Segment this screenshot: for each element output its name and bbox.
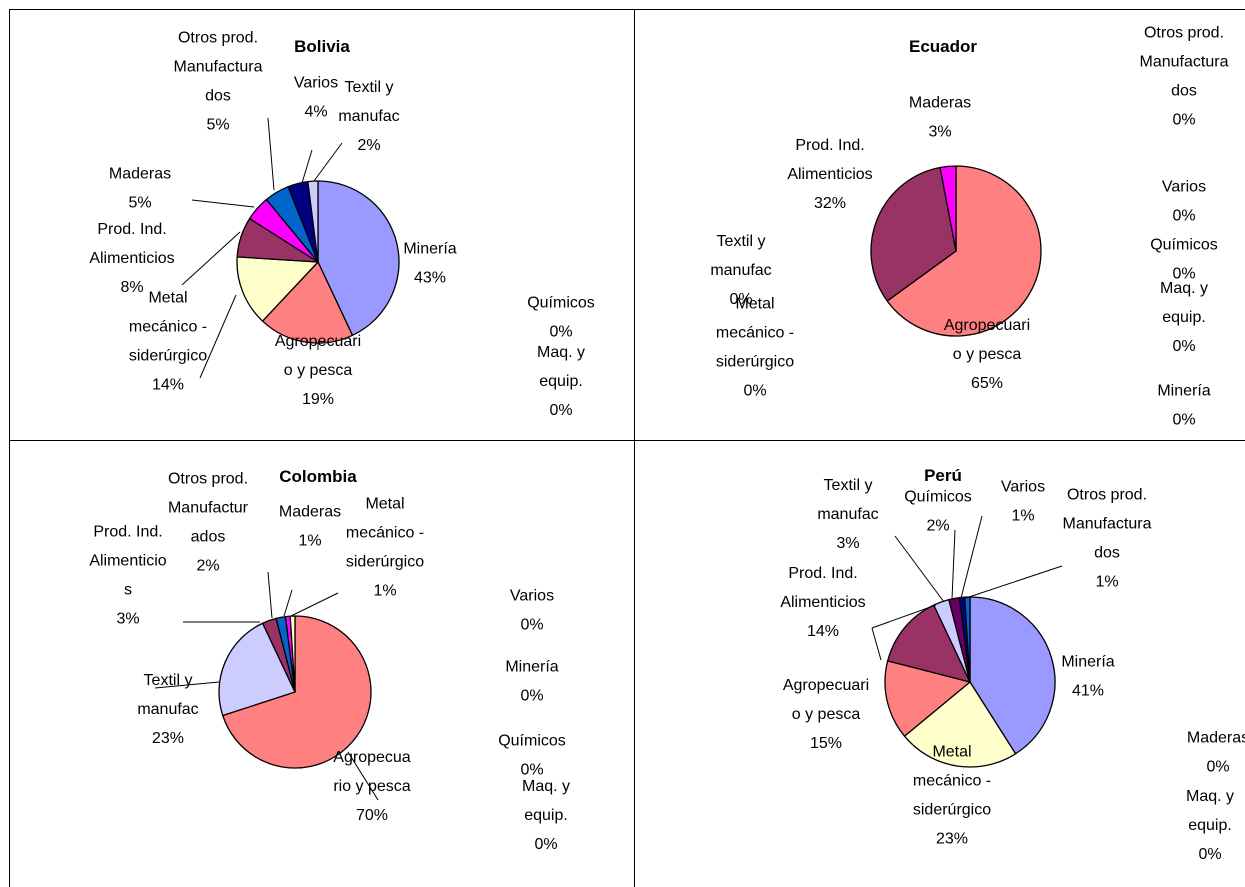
slice-label-maq-y-equip: Maq. y equip. 0% — [537, 344, 585, 419]
slice-label-varios: Varios 1% — [1001, 479, 1045, 525]
slice-label-mineria: Minería 0% — [505, 659, 558, 705]
chart-title: Colombia — [279, 467, 357, 486]
slice-label-quimicos: Químicos 0% — [1150, 237, 1218, 283]
pie-slices — [218, 615, 372, 769]
pie-slice-maderas — [939, 165, 957, 252]
leader-line-prod-ind-alimenticios — [181, 231, 241, 286]
slice-label-quimicos: Químicos 0% — [527, 295, 595, 341]
pie-slices — [884, 596, 1056, 768]
pie-slice-metal-mecanico-siderurgico — [903, 681, 1017, 768]
pie-slices — [236, 180, 400, 344]
pie-chart-bolivia: Bolivia Minería 43% Agropecuari o y pesca 19%… — [89, 30, 594, 420]
chart-title: Bolivia — [294, 37, 350, 56]
slice-label-metal-mecanico-siderurgico: Metal mecánico -siderúrgico 1% — [346, 496, 424, 600]
slice-label-agropecuario-y-pesca: Agropecua rio y pesca 70% — [333, 749, 410, 824]
slice-label-prod-ind-alimenticios: Prod. Ind. Alimenticios 14% — [780, 565, 865, 640]
slice-label-otros-prod-manufacturados: Otros prod. Manufactura dos 0% — [1140, 25, 1229, 129]
slice-label-textil-y-manufac: Textil y manufac 23% — [137, 672, 198, 747]
slice-label-quimicos: Químicos 0% — [498, 733, 566, 779]
leader-line-otros-prod-manufacturados — [965, 565, 1063, 599]
pie-slice-agropecuario-y-pesca — [222, 615, 372, 769]
slice-label-varios: Varios 0% — [510, 588, 554, 634]
slice-label-quimicos: Químicos 2% — [904, 489, 972, 535]
pie-chart-peru: Perú Minería 41% Metal mecánico -siderúrgico… — [780, 466, 1245, 863]
slice-label-maq-y-equip: Maq. y equip. 0% — [522, 778, 570, 853]
pie-slice-metal-mecanico-siderurgico — [289, 615, 296, 693]
chart-title: Perú — [924, 466, 962, 485]
leader-line-textil-y-manufac — [894, 535, 945, 603]
slice-label-prod-ind-alimenticios: Prod. Ind. Alimenticios 8% — [89, 221, 174, 296]
pie-slice-agropecuario-y-pesca — [261, 261, 354, 344]
slice-label-maderas: Maderas 1% — [279, 504, 341, 550]
leader-line-agropecuario-y-pesca — [871, 627, 882, 661]
pie-slice-agropecuario-y-pesca — [886, 165, 1042, 337]
slice-label-agropecuario-y-pesca: Agropecuari o y pesca 15% — [783, 677, 869, 752]
slice-label-prod-ind-alimenticios: Prod. Ind. Alimenticios 32% — [787, 137, 872, 212]
pie-chart-ecuador: Ecuador Agropecuari o y pesca 65% Prod. Ind.… — [710, 25, 1228, 429]
slice-label-metal-mecanico-siderurgico: Metal mecánico -siderúrgico 23% — [913, 744, 991, 848]
slice-label-maq-y-equip: Maq. y equip. 0% — [1186, 788, 1234, 863]
slice-label-prod-ind-alimenticios: Prod. Ind. Alimenticio s 3% — [89, 524, 166, 628]
slice-label-maq-y-equip: Maq. y equip. 0% — [1160, 280, 1208, 355]
pie-slice-metal-mecanico-siderurgico — [236, 256, 319, 322]
slice-label-mineria: Minería 41% — [1061, 654, 1114, 700]
slice-label-otros-prod-manufacturados: Otros prod. Manufactura dos 5% — [174, 30, 263, 134]
slice-label-maderas: Maderas 5% — [109, 166, 171, 212]
leader-line-otros-prod-manufacturados — [267, 117, 275, 191]
leader-line-quimicos — [951, 529, 956, 600]
slice-label-varios: Varios 4% — [294, 75, 338, 121]
slice-label-maderas: Maderas 3% — [909, 95, 971, 141]
leader-line-metal-mecanico-siderurgico — [290, 592, 339, 617]
slice-label-mineria: Minería 0% — [1157, 383, 1210, 429]
slice-label-varios: Varios 0% — [1162, 179, 1206, 225]
leader-line-varios — [301, 149, 313, 184]
leader-line-maderas — [191, 199, 255, 208]
pie-slice-mineria — [317, 180, 400, 336]
pie-slice-textil-y-manufac — [218, 622, 296, 717]
slice-label-mineria: Minería 43% — [403, 241, 456, 287]
slice-label-metal-mecanico-siderurgico: Metal mecánico -siderúrgico 0% — [716, 296, 794, 400]
slice-label-otros-prod-manufacturados: Otros prod. Manufactura dos 1% — [1063, 487, 1152, 591]
slice-label-otros-prod-manufacturados: Otros prod. Manufactur ados 2% — [168, 471, 249, 575]
leader-line-textil-y-manufac — [313, 142, 343, 182]
slice-label-textil-y-manufac: Textil y manufac 2% — [338, 79, 399, 154]
leader-line-varios — [960, 515, 983, 599]
pie-slice-agropecuario-y-pesca — [884, 660, 971, 737]
leader-line-metal-mecanico-siderurgico — [199, 294, 237, 379]
pie-slices — [870, 165, 1042, 337]
pie-slice-textil-y-manufac — [307, 180, 319, 263]
slice-label-textil-y-manufac: Textil y manufac 0% — [710, 233, 771, 308]
pie-slice-prod-ind-alimenticios — [870, 166, 957, 302]
leader-line-textil-y-manufac — [154, 681, 220, 689]
leader-line-maderas — [283, 589, 293, 617]
leader-line-otros-prod-manufacturados — [267, 571, 273, 619]
chart-title: Ecuador — [909, 37, 977, 56]
slice-label-agropecuario-y-pesca: Agropecuari o y pesca 19% — [275, 333, 361, 408]
slice-label-agropecuario-y-pesca: Agropecuari o y pesca 65% — [944, 317, 1030, 392]
slice-label-textil-y-manufac: Textil y manufac 3% — [817, 477, 878, 552]
leader-line-agropecuario-y-pesca — [347, 751, 379, 801]
slice-label-maderas: Maderas 0% — [1187, 730, 1245, 776]
leader-line-prod-ind-alimenticios — [871, 604, 937, 629]
slice-label-metal-mecanico-siderurgico: Metal mecánico -siderúrgico 14% — [129, 290, 207, 394]
